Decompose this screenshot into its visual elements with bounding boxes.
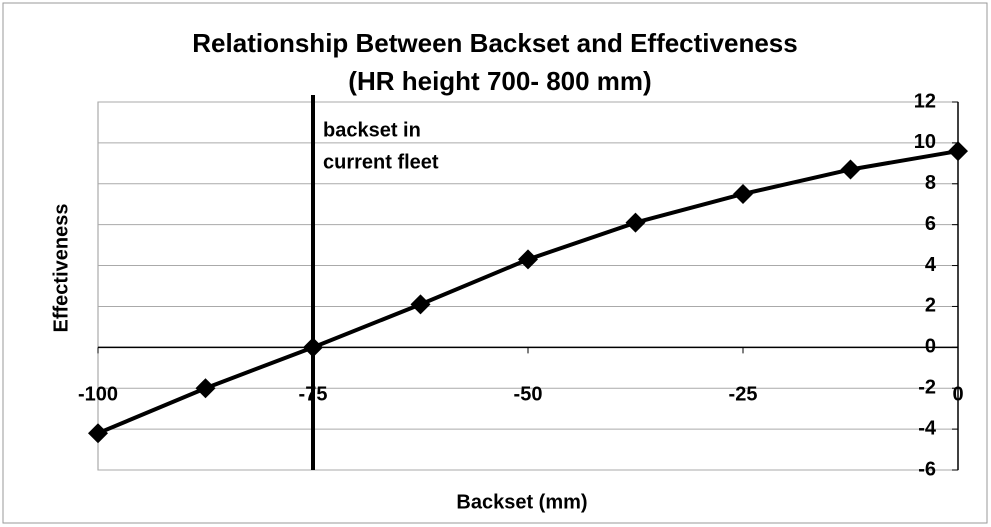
- x-axis-label: Backset (mm): [456, 491, 587, 513]
- data-point: [733, 184, 753, 204]
- x-tick-label: -25: [729, 384, 758, 406]
- x-tick-label: -50: [514, 384, 543, 406]
- chart-title: Relationship Between Backset and Effecti…: [192, 28, 797, 58]
- data-point: [410, 294, 431, 315]
- y-tick-label: -4: [918, 417, 937, 439]
- y-tick-label: 12: [914, 90, 936, 112]
- y-tick-label: 4: [925, 254, 937, 276]
- x-tick-label: 0: [952, 384, 963, 406]
- chart-subtitle: (HR height 700- 800 mm): [348, 66, 651, 96]
- data-point: [625, 212, 646, 233]
- annotation: backset in: [323, 119, 421, 141]
- data-point: [948, 141, 968, 162]
- y-tick-label: -2: [918, 377, 936, 399]
- data-point: [303, 337, 323, 358]
- data-point: [195, 378, 216, 399]
- y-axis-label: Effectiveness: [50, 204, 72, 333]
- y-tick-label: 6: [925, 213, 936, 235]
- y-tick-label: 10: [914, 131, 936, 153]
- data-point: [840, 159, 861, 180]
- data-point: [88, 423, 108, 444]
- y-tick-label: -6: [918, 458, 936, 480]
- x-tick-label: -100: [78, 384, 118, 406]
- y-tick-label: 8: [925, 172, 936, 194]
- annotation: current fleet: [323, 151, 439, 173]
- y-tick-label: 2: [925, 295, 936, 317]
- data-point: [518, 249, 538, 270]
